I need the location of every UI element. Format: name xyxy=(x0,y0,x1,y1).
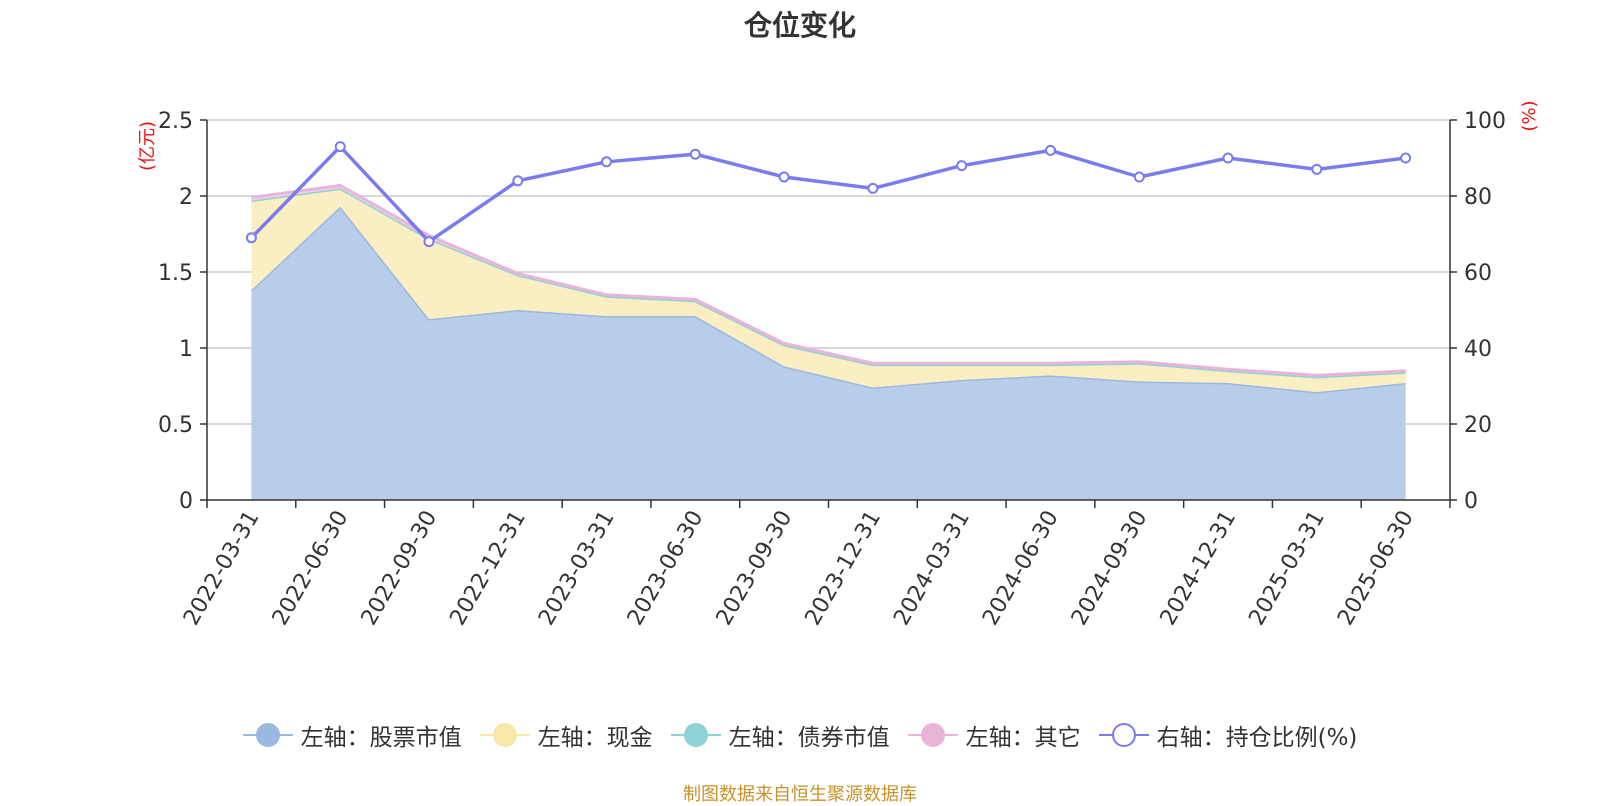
x-tick-label: 2022-06-30 xyxy=(268,507,354,630)
left-tick-label: 1.5 xyxy=(158,261,193,286)
x-tick-label: 2025-03-31 xyxy=(1244,507,1330,630)
x-tick-label: 2024-09-30 xyxy=(1067,507,1153,630)
legend: 左轴：股票市值 左轴：现金 左轴：债券市值 左轴：其它 右轴：持仓比例(%) xyxy=(0,718,1600,752)
x-tick-label: 2024-12-31 xyxy=(1156,507,1242,630)
left-tick-label: 0 xyxy=(179,489,193,514)
ratio-point xyxy=(867,182,879,194)
ratio-point xyxy=(601,156,612,168)
legend-label: 左轴：其它 xyxy=(965,725,1081,751)
ratio-point xyxy=(1311,163,1323,175)
legend-symbol-icon xyxy=(670,721,721,749)
x-tick-label: 2023-09-30 xyxy=(712,507,798,630)
right-tick-label: 40 xyxy=(1464,337,1492,362)
x-tick-label: 2025-06-30 xyxy=(1333,507,1419,630)
stacked-areas xyxy=(250,183,1406,500)
legend-symbol-icon xyxy=(907,721,958,749)
area-0 xyxy=(251,206,1406,500)
x-tick-label: 2023-12-31 xyxy=(801,507,887,630)
ratio-point xyxy=(334,141,346,153)
legend-label: 左轴：现金 xyxy=(537,725,653,751)
ratio-point xyxy=(423,236,435,248)
legend-label: 右轴：持仓比例(%) xyxy=(1156,725,1358,751)
right-tick-label: 0 xyxy=(1464,489,1478,514)
x-tick-label: 2024-06-30 xyxy=(978,507,1064,630)
ratio-point xyxy=(778,171,790,183)
left-tick-label: 2.5 xyxy=(158,109,193,134)
legend-item[interactable]: 左轴：股票市值 xyxy=(242,718,462,752)
ratio-point xyxy=(512,175,524,187)
left-tick-label: 2 xyxy=(179,185,193,210)
area-edge-3 xyxy=(251,183,1406,377)
x-tick-label: 2024-03-31 xyxy=(889,507,975,630)
legend-symbol-icon xyxy=(242,721,293,749)
legend-item[interactable]: 左轴：其它 xyxy=(907,718,1081,752)
x-tick-label: 2023-03-31 xyxy=(534,507,620,630)
right-tick-label: 80 xyxy=(1464,185,1492,210)
ratio-point xyxy=(1133,171,1145,183)
legend-item[interactable]: 右轴：持仓比例(%) xyxy=(1098,718,1358,752)
ratio-point xyxy=(689,148,701,160)
area-1 xyxy=(251,188,1406,393)
ratio-line xyxy=(245,141,1412,248)
x-tick-label: 2022-09-30 xyxy=(357,507,443,630)
legend-symbol-icon xyxy=(1098,721,1149,749)
ratio-point xyxy=(245,232,257,244)
left-tick-label: 0.5 xyxy=(158,413,193,438)
left-tick-label: 1 xyxy=(179,337,193,362)
right-axis-unit: (%) xyxy=(1519,100,1540,131)
source-note: 制图数据来自恒生聚源数据库 xyxy=(683,784,917,805)
legend-item[interactable]: 左轴：现金 xyxy=(479,718,653,752)
x-tick-label: 2023-06-30 xyxy=(623,507,709,630)
legend-label: 左轴：债券市值 xyxy=(728,725,890,751)
legend-item[interactable]: 左轴：债券市值 xyxy=(670,718,890,752)
right-tick-label: 60 xyxy=(1464,261,1492,286)
legend-label: 左轴：股票市值 xyxy=(300,725,462,751)
chart-title: 仓位变化 xyxy=(743,9,856,42)
right-tick-label: 100 xyxy=(1464,109,1506,134)
left-axis-unit: (亿元) xyxy=(137,121,158,171)
right-tick-label: 20 xyxy=(1464,413,1492,438)
x-tick-label: 2022-03-31 xyxy=(179,507,265,630)
x-tick-label: 2022-12-31 xyxy=(445,507,531,630)
ratio-line-path xyxy=(250,144,1406,244)
ratio-point xyxy=(1400,152,1412,164)
legend-symbol-icon xyxy=(479,721,530,749)
ratio-point xyxy=(1222,152,1234,164)
ratio-point xyxy=(956,160,968,172)
ratio-point xyxy=(1045,144,1056,156)
